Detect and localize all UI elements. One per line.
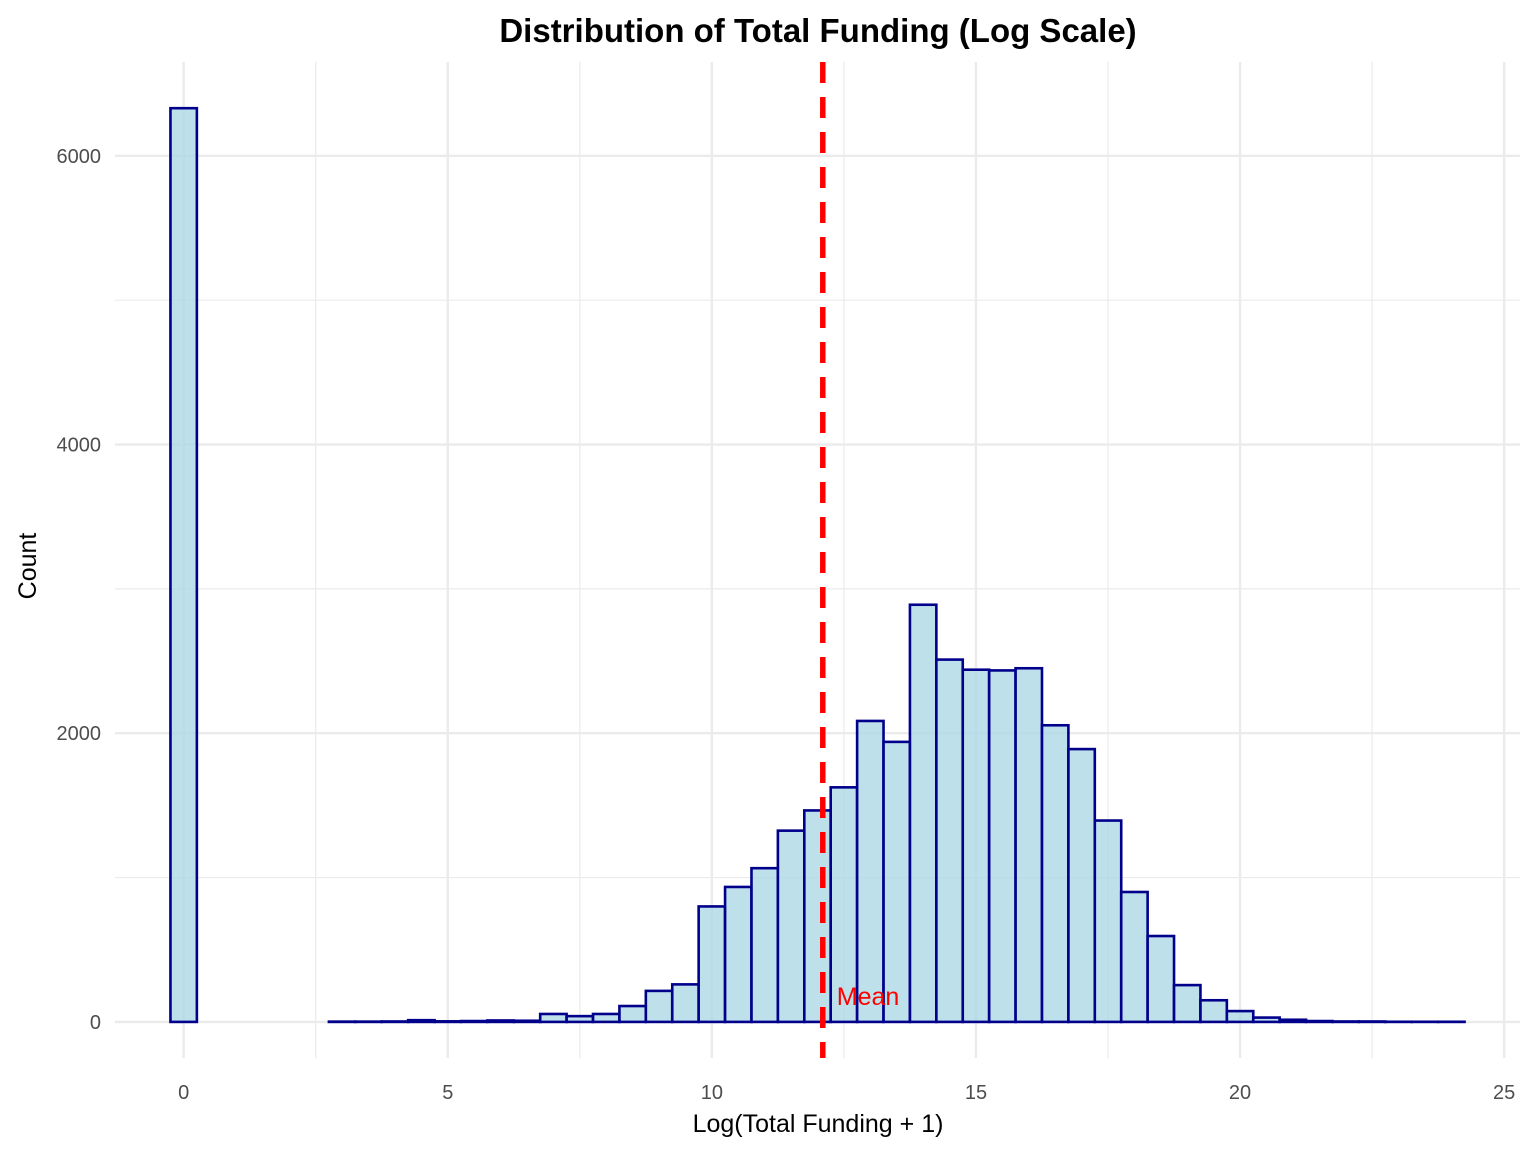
histogram-bar (406, 1018, 436, 1024)
histogram-bar (961, 668, 991, 1024)
histogram-bar (1278, 1018, 1308, 1024)
y-axis-tick-labels: 0 2000 4000 6000 (57, 146, 102, 1034)
histogram-bar (1119, 890, 1149, 1024)
histogram-bar (169, 106, 199, 1024)
x-tick-label: 5 (442, 1082, 453, 1104)
histogram-bar (591, 1012, 621, 1024)
y-tick-label: 2000 (57, 723, 102, 745)
histogram-bar (697, 905, 727, 1024)
histogram-bar (1172, 983, 1202, 1024)
histogram-bar (1093, 819, 1123, 1024)
y-axis-title: Count (14, 533, 42, 600)
histogram-bar (538, 1012, 568, 1024)
histogram-bars (169, 106, 1466, 1024)
histogram-bar (1146, 934, 1176, 1024)
x-tick-label: 15 (965, 1082, 987, 1104)
histogram-bar (723, 885, 753, 1024)
histogram-bar (618, 1004, 648, 1024)
histogram-bar (512, 1019, 542, 1024)
x-tick-label: 10 (701, 1082, 723, 1104)
x-tick-label: 20 (1229, 1082, 1251, 1104)
mean-line-group: Mean (820, 62, 900, 1058)
histogram-bar (486, 1019, 516, 1024)
histogram-bar (1251, 1016, 1281, 1024)
histogram-bar (644, 989, 674, 1024)
histogram-bar (882, 740, 912, 1024)
histogram-bar (908, 603, 938, 1024)
histogram-bar (987, 669, 1017, 1024)
histogram-bar (433, 1020, 463, 1024)
histogram-bar (1014, 666, 1044, 1024)
x-tick-label: 25 (1493, 1082, 1515, 1104)
histogram-bar (1304, 1019, 1334, 1024)
y-tick-label: 4000 (57, 435, 102, 457)
histogram-bar (1199, 998, 1229, 1024)
x-axis-title: Log(Total Funding + 1) (693, 1110, 944, 1138)
mean-label: Mean (837, 983, 900, 1011)
histogram-bar (935, 658, 965, 1024)
x-tick-label: 0 (178, 1082, 189, 1104)
histogram-bar (459, 1019, 489, 1024)
histogram-bar (750, 866, 780, 1024)
histogram-bar (829, 786, 859, 1024)
histogram-bar (802, 809, 833, 1024)
chart-title: Distribution of Total Funding (Log Scale… (499, 12, 1136, 49)
histogram-bar (1225, 1009, 1255, 1024)
x-axis-tick-labels: 0 5 10 15 20 25 (178, 1082, 1515, 1104)
y-tick-label: 0 (90, 1012, 101, 1034)
histogram-bar (855, 719, 885, 1024)
histogram-bar (776, 829, 806, 1024)
histogram-bar (1040, 723, 1070, 1024)
histogram-bar (565, 1014, 595, 1024)
y-tick-label: 6000 (57, 146, 102, 168)
histogram-bar (1067, 747, 1097, 1024)
histogram-bar (670, 983, 700, 1024)
